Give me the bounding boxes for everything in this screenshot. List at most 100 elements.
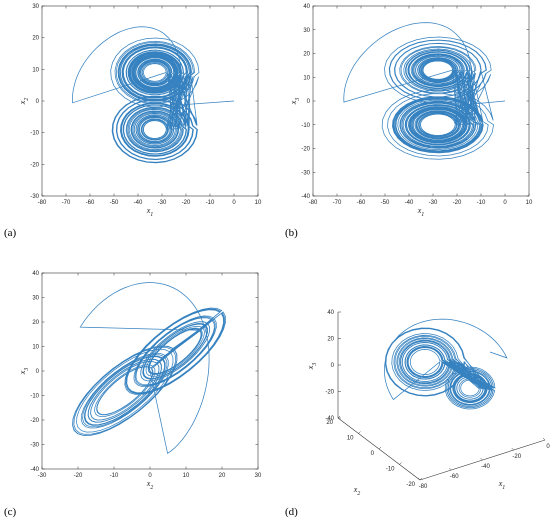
panel-c-ytick-label-4: 0 [36, 369, 40, 375]
panel-d-ztick-label-4: 40 [327, 310, 334, 316]
panel-d-zlabel-main: x [306, 365, 315, 370]
panel-d-ytick-4 [419, 477, 423, 481]
panel-b-xlabel-sub: 1 [421, 212, 424, 218]
panel-b-ytick-label-1: -30 [301, 170, 310, 176]
panel-c-ytick-label-2: -20 [30, 418, 39, 424]
panel-c-ytick-label-1: -30 [30, 443, 39, 449]
panel-a-xlabel: x1 [146, 206, 154, 218]
panel-a-ytick-label-2: -10 [30, 131, 39, 137]
panel-a-trajectory [72, 26, 235, 164]
panel-b-ytick-label-2: -20 [301, 147, 310, 153]
panel-d-zlabel-sub: 3 [312, 363, 318, 367]
panel-d-xtick-4 [542, 437, 546, 441]
panel-b-xlabel: x1 [417, 206, 425, 218]
panel-c: -30 -20 -10 0 10 20 30-40-30-20-10010203040x2x… [4, 271, 262, 518]
panel-b-xtick-label-3: -50 [381, 200, 390, 206]
panel-d-xtick-label-0: -80 [419, 484, 428, 490]
panel-a-ytick-label-1: -20 [30, 162, 39, 168]
panel-d-xtick-label-4: 0 [546, 444, 550, 450]
panel-d-ztick-label-1: -20 [325, 390, 334, 396]
panel-c-ylabel-main: x [18, 370, 27, 375]
panel-d-trajectory [384, 318, 508, 410]
panel-d-xlabel-sub: 1 [502, 485, 505, 491]
panel-d-ylabel-sub: 2 [357, 491, 360, 497]
panel-b-ytick-label-7: 30 [303, 28, 310, 34]
panel-a-ytick-label-6: 30 [32, 4, 39, 10]
panel-a-xtick-label-6: -20 [182, 200, 191, 206]
panel-a-ylabel-sub: 2 [24, 98, 30, 101]
panel-b-ytick-label-6: 20 [303, 52, 310, 58]
panel-b-ylabel-sub: 3 [295, 98, 301, 102]
panel-c-xtick-label-5: 20 [219, 473, 226, 479]
panel-d-xtick-1 [449, 467, 452, 471]
panel-a-xtick-label-5: -30 [158, 200, 167, 206]
panel-d-xtick-label-2: -40 [481, 464, 490, 470]
panel-d-xtick-label-3: -20 [512, 454, 521, 460]
panel-b-xtick-label-4: -40 [405, 200, 414, 206]
panel-c-ytick-label-3: -10 [30, 394, 39, 400]
panel-b-trajectory [343, 22, 506, 160]
panel-c-trajectory [72, 282, 226, 455]
panel-d-ztick-label-2: 0 [331, 363, 335, 369]
panel-a-ytick-label-5: 20 [32, 36, 39, 42]
panel-b-xtick-label-8: 0 [503, 200, 507, 206]
panel-d-xtick-2 [480, 457, 483, 461]
panel-c-xtick-label-2: -10 [110, 473, 119, 479]
panel-a-xlabel-sub: 1 [150, 212, 153, 218]
panel-b-xtick-label-6: -20 [453, 200, 462, 206]
panel-c-xtick-label-0: -30 [38, 473, 47, 479]
panel-a-xtick-label-2: -60 [86, 200, 95, 206]
panel-d-ytick-label-3: -10 [386, 467, 395, 473]
panel-d-xlabel: x1 [498, 479, 506, 491]
panel-d-xtick-3 [511, 447, 514, 451]
panel-b-ylabel-main: x [289, 100, 298, 105]
panel-b-ytick-label-0: -40 [301, 194, 310, 200]
panel-d-ytick-3 [399, 462, 402, 465]
panel-a-ytick-label-3: 0 [36, 99, 40, 105]
panel-b-ytick-label-4: 0 [307, 99, 311, 105]
panel-a-xtick-label-7: -10 [206, 200, 215, 206]
panel-d-ylabel: x2 [353, 485, 361, 497]
panel-b-ytick-label-5: 10 [303, 75, 310, 81]
panel-d-ytick-0 [337, 415, 341, 419]
panel-label-d: (d) [285, 506, 298, 518]
panel-a-xtick-label-1: -70 [62, 200, 71, 206]
panel-label-a: (a) [4, 227, 17, 239]
panel-c-ylabel-sub: 3 [24, 368, 30, 372]
panel-c-ytick-label-7: 30 [32, 296, 39, 302]
panel-d-ytick-2 [378, 446, 382, 450]
panel-c-xlabel-sub: 2 [150, 485, 153, 491]
panel-d-ytick-label-1: 10 [347, 436, 354, 442]
panel-d-xtick-0 [417, 477, 421, 481]
panel-a-xtick-label-4: -40 [134, 200, 143, 206]
panel-c-xtick-label-6: 30 [255, 473, 262, 479]
panel-c-xtick-label-4: 10 [183, 473, 190, 479]
panel-a-ylabel-main: x [18, 100, 27, 105]
panel-c-ytick-label-8: 40 [32, 271, 39, 277]
panel-label-c: (c) [4, 506, 17, 518]
panel-d-ytick-label-4: -20 [406, 482, 415, 488]
panel-b: -80 -70 -60 -50 -40 -30 -20 -10 0 10 -40 -30 -20 -10 0… [285, 4, 533, 239]
panel-b-xtick-label-9: 10 [526, 200, 533, 206]
panel-b-xtick-label-2: -60 [357, 200, 366, 206]
panel-a-ytick-label-4: 10 [32, 67, 39, 73]
panel-c-ytick-label-0: -40 [30, 467, 39, 473]
panel-d-ylabel-main: x [353, 485, 358, 494]
panel-c-xlabel: x2 [146, 479, 154, 491]
panel-b-xtick-label-0: -80 [309, 200, 318, 206]
panel-a-xtick-label-9: 10 [255, 200, 262, 206]
panel-a-xtick-label-8: 0 [232, 200, 236, 206]
panel-d-zlabel: x3 [306, 363, 318, 371]
panel-c-ytick-label-6: 20 [32, 320, 39, 326]
panel-b-ytick-label-8: 40 [303, 4, 310, 10]
panel-a-ylabel: x2 [18, 98, 30, 106]
panel-d-xlabel-main: x [498, 479, 503, 488]
panel-d-ytick-label-2: 0 [371, 451, 375, 457]
panel-b-xlabel-main: x [417, 206, 422, 215]
panel-c-xlabel-main: x [146, 479, 151, 488]
panel-a-xlabel-main: x [146, 206, 151, 215]
panel-d-ztick-label-0: -40 [325, 416, 334, 422]
panel-b-xtick-label-7: -10 [477, 200, 486, 206]
